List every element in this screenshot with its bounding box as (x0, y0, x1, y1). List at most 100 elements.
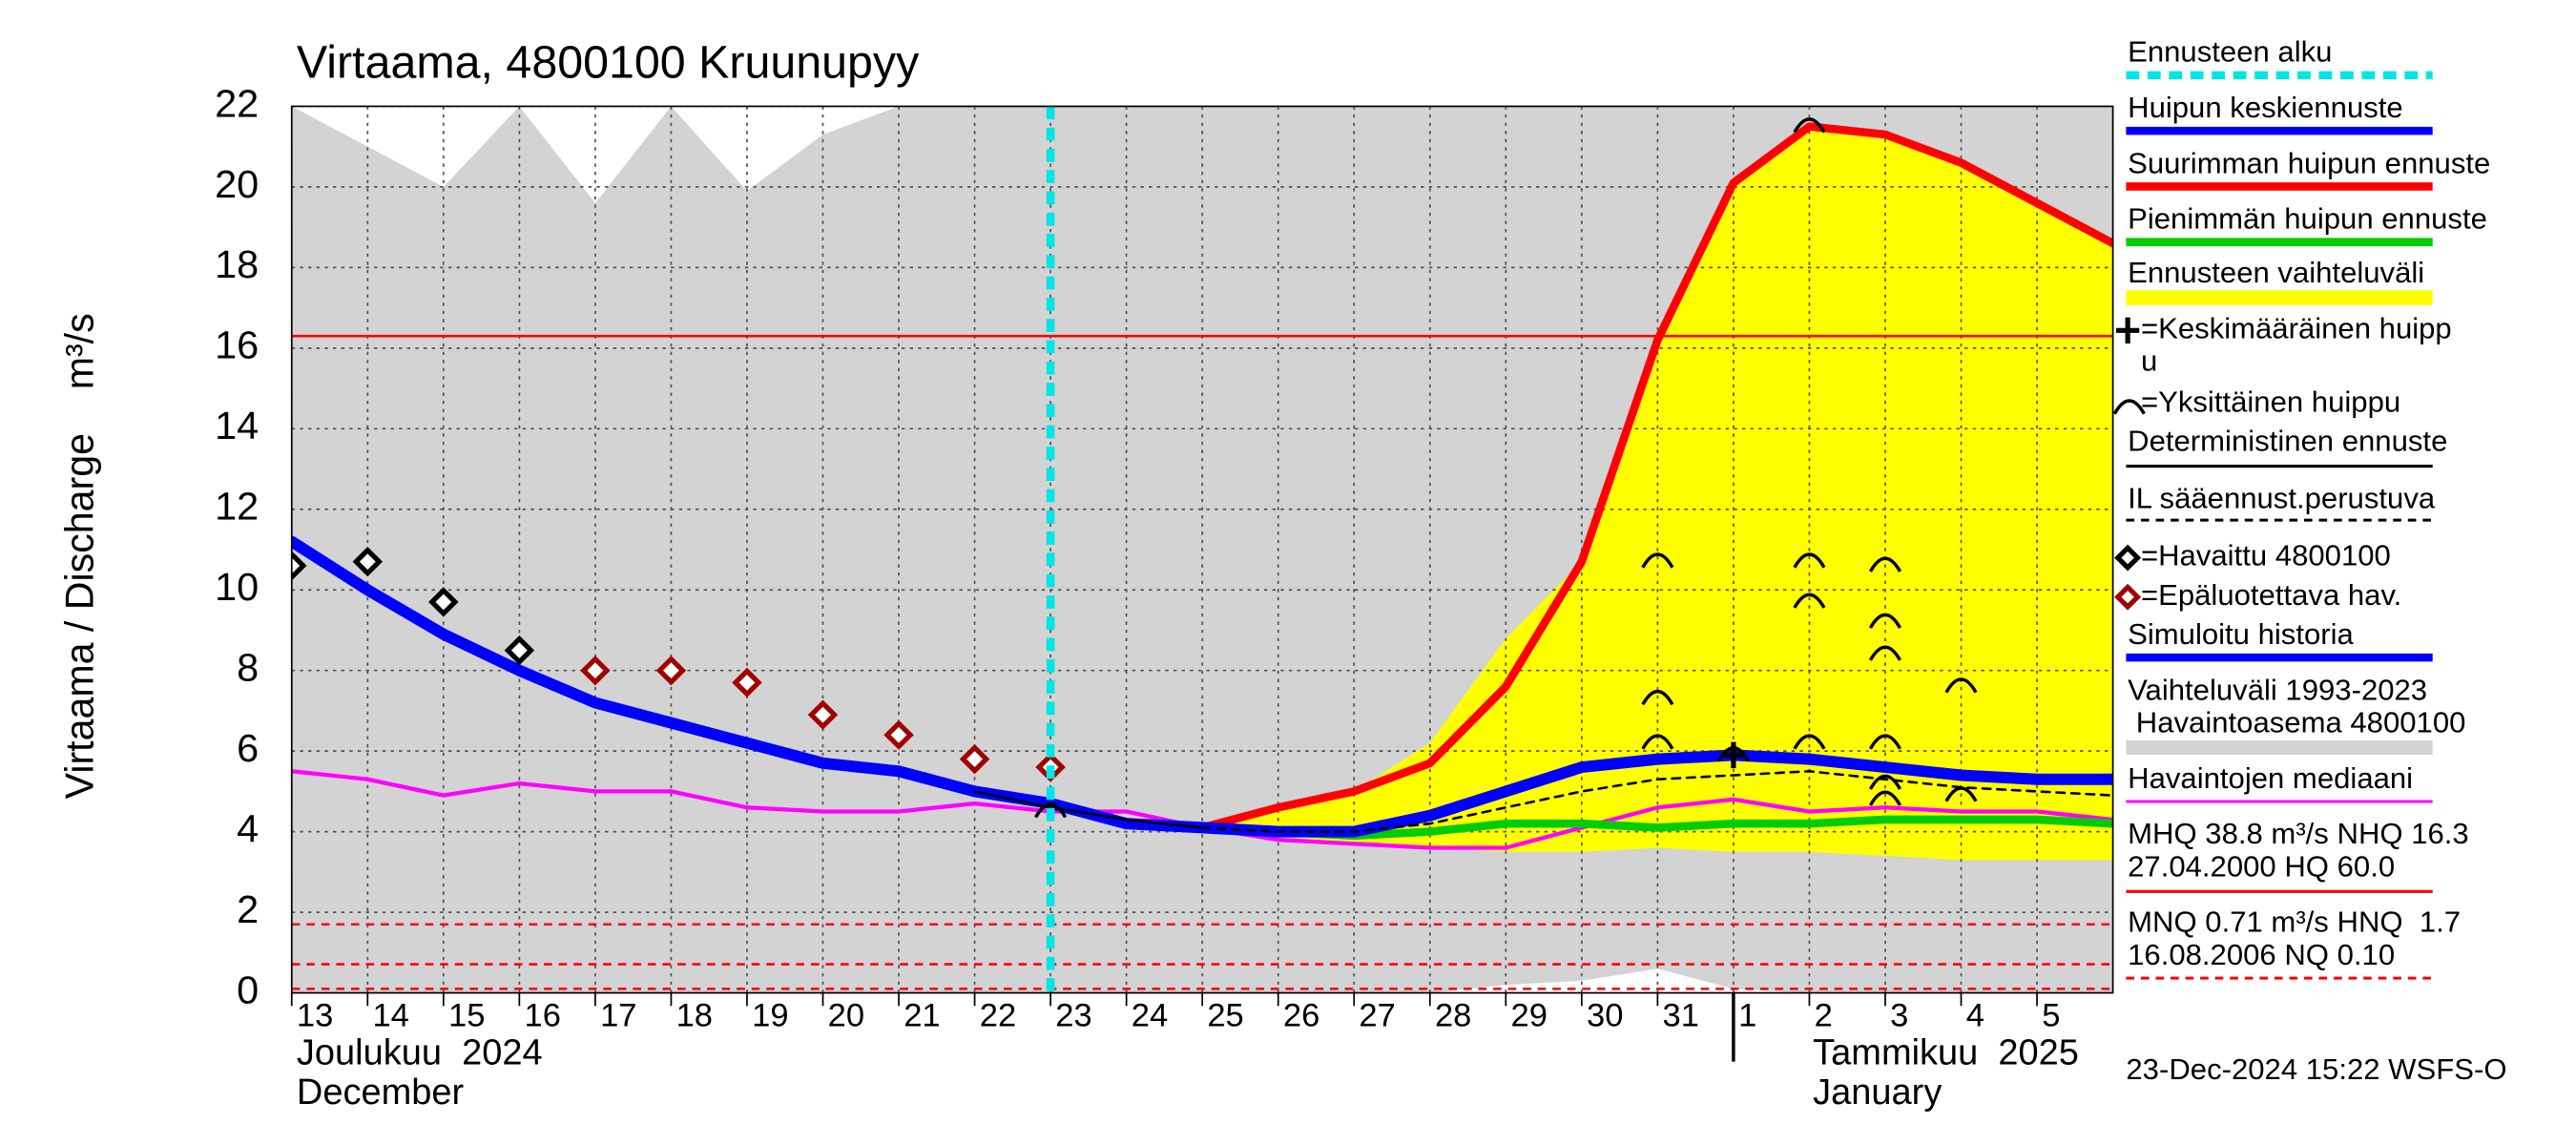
observed-point (580, 656, 611, 686)
y-axis-label: Virtaama / Discharge m³/s (57, 313, 101, 799)
legend-symbol (2114, 544, 2142, 572)
x-tick-label: 26 (1283, 997, 1319, 1033)
single-peak (1944, 677, 1978, 694)
series-line (291, 535, 1057, 810)
single-peak (1641, 689, 1674, 706)
legend-label: =Epäluotettava hav. (2141, 578, 2401, 612)
month-label: December (297, 1072, 464, 1113)
legend-label: 27.04.2000 HQ 60.0 (2128, 850, 2395, 884)
y-tick-label: 8 (237, 646, 259, 690)
y-tick-label: 12 (215, 485, 259, 529)
y-tick-label: 20 (215, 162, 259, 206)
month-label: January (1813, 1072, 1942, 1113)
x-tick-label: 27 (1359, 997, 1395, 1033)
legend-label: Deterministinen ennuste (2128, 425, 2447, 458)
observed-point (504, 635, 535, 666)
single-peak (1868, 645, 1902, 661)
observed-point (732, 667, 762, 698)
y-tick-label: 4 (237, 807, 259, 851)
legend-label: Ennusteen vaihteluväli (2128, 256, 2424, 289)
x-tick-label: 14 (372, 997, 408, 1033)
x-tick-label: 28 (1435, 997, 1471, 1033)
single-peak (1793, 552, 1826, 569)
legend-label: 16.08.2006 NQ 0.10 (2128, 938, 2395, 971)
plot (291, 106, 2113, 993)
x-tick-label: 16 (525, 997, 561, 1033)
legend-label: Suurimman huipun ennuste (2128, 146, 2490, 179)
y-tick-label: 18 (215, 242, 259, 286)
single-peak (1793, 593, 1826, 609)
single-peak (1868, 774, 1902, 790)
x-tick-label: 2 (1815, 997, 1833, 1033)
x-tick-label: 19 (752, 997, 788, 1033)
y-tick-label: 0 (237, 968, 259, 1012)
x-tick-label: 13 (297, 997, 333, 1033)
x-tick-label: 29 (1510, 997, 1547, 1033)
observed-point (428, 587, 459, 617)
legend-label: =Keskimääräinen huipp (2141, 312, 2452, 345)
legend-label: Havaintoasema 4800100 (2128, 706, 2465, 739)
legend-label: Havaintojen mediaani (2128, 761, 2413, 795)
x-tick-label: 23 (1055, 997, 1091, 1033)
legend-label: =Havaittu 4800100 (2141, 539, 2391, 572)
mean-peak (1721, 741, 1746, 769)
y-tick-label: 6 (237, 726, 259, 770)
legend-label: u (2141, 344, 2157, 378)
x-tick-label: 17 (600, 997, 636, 1033)
observed-point (959, 743, 990, 775)
series-line (1045, 749, 2113, 838)
x-tick-label: 21 (904, 997, 940, 1033)
legend-label: IL sääennust.perustuva (2128, 482, 2436, 515)
x-tick-label: 3 (1890, 997, 1908, 1033)
x-tick-label: 5 (2042, 997, 2060, 1033)
legend-label: MNQ 0.71 m³/s HNQ 1.7 (2128, 906, 2461, 939)
legend-symbol (2112, 399, 2146, 415)
timestamp: 23-Dec-2024 15:22 WSFS-O (2126, 1052, 2506, 1086)
series-line (973, 790, 1204, 829)
x-tick-label: 20 (828, 997, 864, 1033)
x-tick-label: 1 (1738, 997, 1756, 1033)
chart-title: Virtaama, 4800100 Kruunupyy (297, 36, 919, 88)
y-tick-label: 14 (215, 404, 259, 448)
single-peak (1641, 734, 1674, 750)
x-tick-label: 24 (1132, 997, 1168, 1033)
x-tick-label: 25 (1207, 997, 1243, 1033)
single-peak (1868, 613, 1902, 629)
legend-label: Vaihteluväli 1993-2023 (2128, 673, 2427, 706)
month-label: Tammikuu 2025 (1813, 1033, 2079, 1073)
single-peak (1793, 734, 1826, 750)
legend-label: MHQ 38.8 m³/s NHQ 16.3 (2128, 817, 2469, 850)
single-peak (1868, 734, 1902, 750)
observed-point (807, 699, 839, 730)
x-tick-label: 31 (1663, 997, 1699, 1033)
series-line (1197, 122, 2113, 832)
single-peak (1641, 552, 1674, 569)
legend-symbol (2114, 583, 2142, 611)
legend-label: Ennusteen alku (2128, 35, 2332, 69)
y-tick-label: 22 (215, 81, 259, 125)
x-tick-label: 15 (448, 997, 485, 1033)
observed-point (352, 547, 384, 577)
single-peak (1793, 117, 1826, 134)
x-tick-label: 30 (1587, 997, 1623, 1033)
single-peak (1034, 802, 1068, 819)
legend-label: Simuloitu historia (2128, 617, 2354, 651)
observed-point (883, 719, 914, 750)
x-tick-label: 22 (980, 997, 1016, 1033)
y-tick-label: 10 (215, 565, 259, 609)
observed-point (655, 656, 687, 686)
legend-label: Huipun keskiennuste (2128, 91, 2403, 124)
x-tick-label: 4 (1966, 997, 1984, 1033)
single-peak (1868, 790, 1902, 806)
x-tick-label: 18 (676, 997, 713, 1033)
month-label: Joulukuu 2024 (297, 1033, 543, 1073)
observed-point (291, 551, 307, 581)
single-peak (1944, 786, 1978, 802)
legend-symbol (2116, 317, 2140, 344)
y-tick-label: 16 (215, 323, 259, 367)
legend-label: Pienimmän huipun ennuste (2128, 202, 2487, 236)
legend-label: =Yksittäinen huippu (2141, 385, 2400, 419)
y-tick-label: 2 (237, 887, 259, 931)
